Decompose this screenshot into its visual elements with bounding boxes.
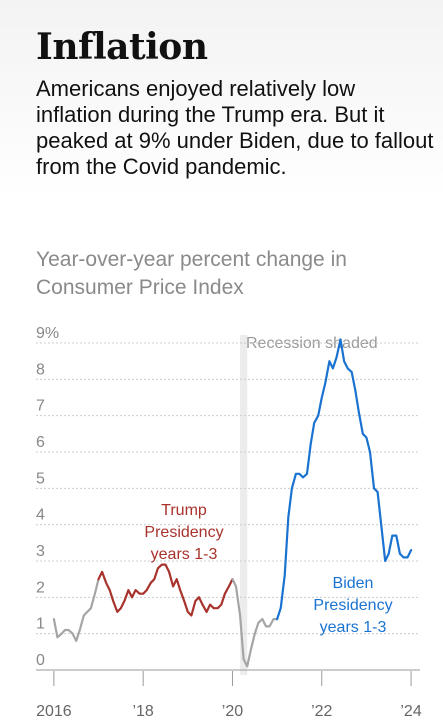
- y-tick-label: 0: [36, 652, 45, 669]
- y-gridlines: 0 1 2 3 4 5 6 7 8 9%: [36, 325, 420, 671]
- y-tick-label: 2: [36, 579, 45, 596]
- recession-label: Recession shaded: [246, 335, 378, 352]
- series-label-biden: Biden: [333, 575, 374, 592]
- y-tick-label: 7: [36, 398, 45, 415]
- y-tick-label: 3: [36, 543, 45, 560]
- y-tick-label: 9%: [36, 325, 59, 342]
- series-lines: [52, 338, 413, 668]
- inflation-line-chart: Recession shaded 0 1 2 3 4 5 6 7 8 9% Trump Presid…: [36, 325, 422, 720]
- y-tick-label: 6: [36, 434, 45, 451]
- annotations: Trump Presidency years 1-3 Biden Presidency y…: [144, 502, 392, 636]
- series-line-pre: [52, 578, 100, 642]
- series-label-biden: years 1-3: [320, 619, 387, 636]
- series-line-biden: [276, 338, 413, 621]
- x-tick-label: 2016: [36, 703, 72, 720]
- chart-title: Year-over-year percent change in Consume…: [36, 248, 347, 299]
- y-tick-label: 4: [36, 507, 45, 524]
- series-line-trump: [97, 563, 234, 617]
- series-line-covid: [231, 578, 279, 668]
- series-label-trump: years 1-3: [151, 546, 218, 563]
- x-tick-label: ’24: [400, 703, 421, 720]
- y-tick-label: 5: [36, 470, 45, 487]
- x-tick-label: ’20: [222, 703, 243, 720]
- recession-shade: [240, 335, 248, 675]
- series-label-trump: Trump: [161, 502, 207, 519]
- chart-dek: Americans enjoyed relatively low inflati…: [36, 76, 434, 179]
- x-tick-label: ’18: [132, 703, 153, 720]
- page-title: Inflation: [36, 26, 208, 68]
- series-label-trump: Presidency: [144, 524, 223, 541]
- y-tick-label: 8: [36, 361, 45, 378]
- y-tick-label: 1: [36, 616, 45, 633]
- x-axis: 2016 ’18 ’20 ’22 ’24: [36, 671, 422, 720]
- recession-band: Recession shaded: [240, 335, 378, 675]
- x-tick-label: ’22: [311, 703, 332, 720]
- series-label-biden: Presidency: [313, 597, 392, 614]
